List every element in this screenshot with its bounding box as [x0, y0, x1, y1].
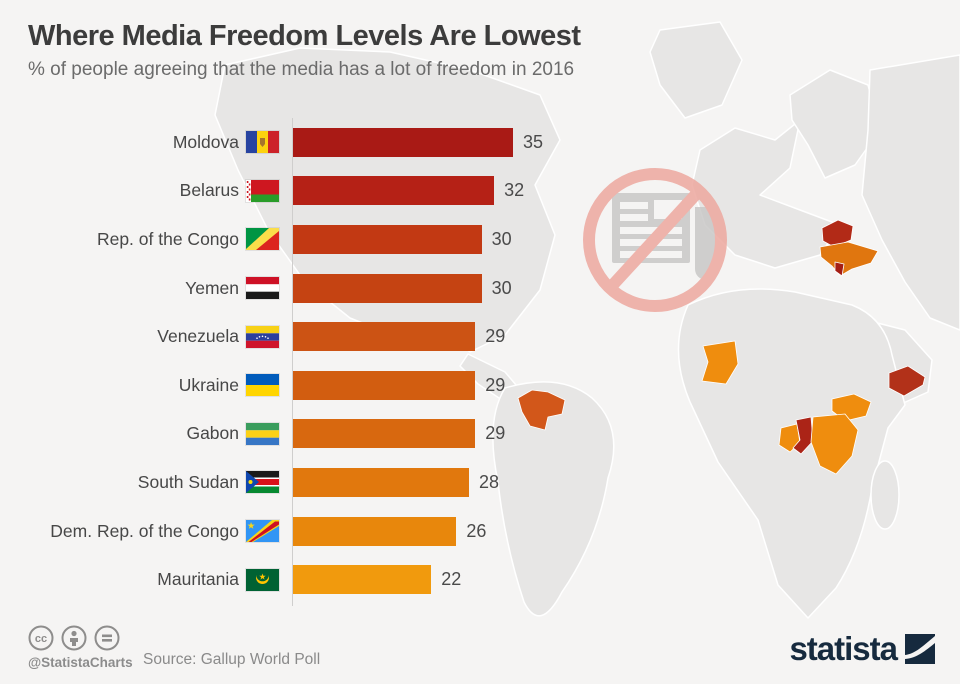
svg-text:cc: cc — [35, 633, 47, 645]
bar-mauritania — [293, 565, 432, 595]
chart-row-south-sudan: South Sudan 28 — [20, 458, 640, 507]
map-greenland — [649, 21, 743, 119]
attribution-icon[interactable] — [61, 625, 87, 651]
page-subtitle: % of people agreeing that the media has … — [28, 59, 575, 80]
bar-area: 30 — [293, 224, 512, 254]
value-label: 29 — [485, 374, 506, 395]
bar-area: 29 — [293, 322, 506, 352]
chart-row-venezuela: Venezuela 29 — [20, 312, 640, 361]
map-highlight-belarus — [821, 219, 854, 248]
no-press-icon — [583, 168, 727, 312]
map-south-america — [492, 381, 615, 617]
flag-gabon — [246, 422, 279, 445]
header: Where Media Freedom Levels Are Lowest % … — [28, 20, 788, 81]
bar-area: 29 — [293, 370, 506, 400]
country-label: Moldova — [172, 131, 239, 152]
bar-chart: Moldova 35 Belarus 32 Rep. of the Congo 30 Yem… — [20, 118, 640, 604]
map-madagascar — [870, 460, 900, 530]
bar-south-sudan — [293, 467, 469, 497]
country-label: Dem. Rep. of the Congo — [50, 520, 239, 541]
country-label: Gabon — [186, 423, 239, 444]
flag-venezuela — [246, 325, 279, 348]
value-label: 35 — [523, 131, 544, 152]
country-label: South Sudan — [137, 471, 239, 492]
chart-row-ukraine: Ukraine 29 — [20, 361, 640, 410]
chart-row-gabon: Gabon 29 — [20, 410, 640, 459]
country-label: Belarus — [179, 180, 239, 201]
bar-area: 22 — [293, 565, 462, 595]
cc-icon[interactable]: cc — [28, 625, 54, 651]
flag-moldova — [246, 131, 279, 154]
value-label: 29 — [485, 423, 506, 444]
bar-belarus — [293, 176, 495, 206]
map-highlight-dr-congo — [810, 413, 859, 475]
map-highlight-mauritania — [701, 340, 739, 385]
bar-area: 26 — [293, 516, 487, 546]
map-africa — [677, 288, 906, 619]
map-scandinavia — [789, 69, 881, 179]
bar-gabon — [293, 419, 476, 449]
statista-charts-handle[interactable]: @StatistaCharts — [28, 655, 133, 670]
value-label: 22 — [441, 569, 462, 590]
flag-dr-congo — [246, 520, 279, 543]
value-label: 26 — [466, 520, 487, 541]
chart-row-belarus: Belarus 32 — [20, 167, 640, 216]
country-label: Ukraine — [178, 374, 239, 395]
map-highlight-ukraine — [819, 241, 879, 277]
flag-south-sudan — [246, 471, 279, 494]
chart-row-moldova: Moldova 35 — [20, 118, 640, 167]
chart-row-mauritania: Mauritania 22 — [20, 555, 640, 604]
map-highlight-venezuela — [517, 389, 566, 431]
value-label: 30 — [491, 277, 512, 298]
map-asia — [861, 54, 960, 331]
flag-mauritania — [246, 568, 279, 591]
flag-rep-congo — [246, 228, 279, 251]
axis-baseline — [292, 118, 293, 606]
bar-dem-rep-of-the-congo — [293, 516, 457, 546]
value-label: 32 — [504, 180, 525, 201]
map-highlight-moldova — [834, 261, 845, 277]
bar-moldova — [293, 127, 513, 157]
statista-logo[interactable]: statista — [789, 630, 935, 668]
country-label: Venezuela — [157, 326, 239, 347]
map-highlight-yemen — [888, 365, 926, 397]
no-derivatives-icon[interactable] — [94, 625, 120, 651]
source-label: Source: Gallup World Poll — [143, 651, 321, 668]
value-label: 29 — [485, 326, 506, 347]
country-label: Mauritania — [157, 569, 239, 590]
country-label: Rep. of the Congo — [96, 228, 239, 249]
bar-area: 30 — [293, 273, 512, 303]
flag-yemen — [246, 277, 279, 300]
bar-venezuela — [293, 322, 476, 352]
flag-ukraine — [246, 374, 279, 397]
bar-area: 28 — [293, 467, 500, 497]
footer-license: cc @StatistaCharts — [28, 625, 133, 670]
chart-row-yemen: Yemen 30 — [20, 264, 640, 313]
statista-logo-mark — [905, 634, 935, 664]
value-label: 30 — [491, 228, 512, 249]
map-highlight-rep-congo — [792, 416, 814, 455]
country-label: Yemen — [185, 277, 239, 298]
bar-area: 29 — [293, 419, 506, 449]
bar-rep-of-the-congo — [293, 224, 482, 254]
statista-wordmark: statista — [789, 630, 898, 667]
chart-row-rep-of-the-congo: Rep. of the Congo 30 — [20, 215, 640, 264]
bar-yemen — [293, 273, 482, 303]
value-label: 28 — [479, 471, 500, 492]
bar-area: 32 — [293, 176, 525, 206]
chart-row-dem-rep-of-the-congo: Dem. Rep. of the Congo 26 — [20, 507, 640, 556]
bar-ukraine — [293, 370, 476, 400]
bar-area: 35 — [293, 127, 544, 157]
flag-belarus — [246, 179, 279, 202]
page-title: Where Media Freedom Levels Are Lowest — [28, 20, 581, 52]
